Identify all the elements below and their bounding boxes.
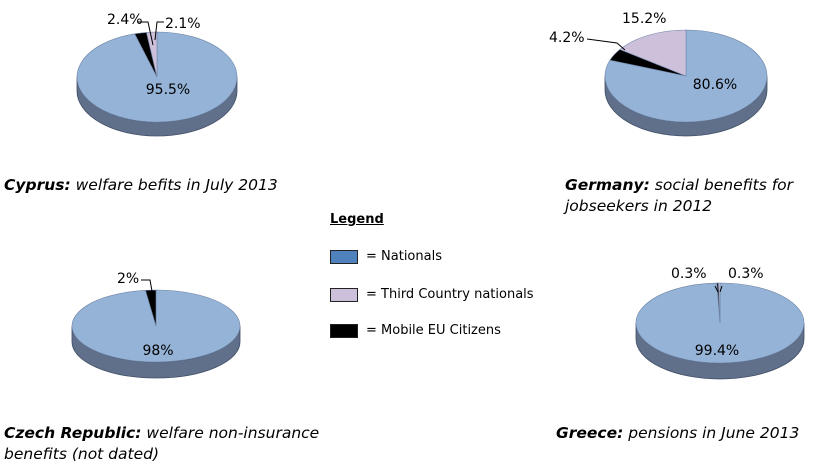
legend-label-nationals: = Nationals [366, 249, 442, 264]
pie-greece-label-0: 99.4% [695, 343, 739, 359]
legend-swatch-mobile-eu [330, 324, 358, 338]
caption-cyprus-subtitle: welfare befits in July 2013 [75, 176, 278, 194]
pie-germany-label-0: 80.6% [693, 77, 737, 93]
pie-cyprus-label-1: 2.4% [107, 12, 143, 28]
pie-greece-label-1: 0.3% [671, 266, 707, 282]
pie-greece-leader-2 [719, 285, 723, 293]
caption-czech-title: Czech Republic: [4, 424, 142, 442]
pie-germany-leader-1 [586, 38, 626, 51]
pie-greece-leader-1 [714, 285, 719, 293]
pie-germany: 80.6% 4.2% 15.2% [549, 11, 768, 137]
legend-title: Legend [330, 212, 384, 227]
pie-cyprus-label-2: 2.1% [165, 16, 201, 32]
pie-czech-label-0: 98% [142, 343, 173, 359]
pie-cyprus-leader-2 [154, 21, 164, 41]
pie-cyprus-leader-1 [138, 21, 154, 46]
pie-czech-label-1: 2% [117, 271, 139, 287]
legend-label-mobile-eu: = Mobile EU Citizens [366, 323, 501, 338]
caption-germany-title: Germany: [565, 176, 650, 194]
pie-cyprus-slice-2 [146, 31, 158, 78]
caption-greece: Greece: pensions in June 2013 [556, 423, 799, 444]
pie-greece-slice-2 [718, 282, 721, 324]
pie-germany-label-1: 4.2% [549, 30, 585, 46]
pie-greece-label-2: 0.3% [728, 266, 764, 282]
caption-greece-subtitle: pensions in June 2013 [628, 424, 800, 442]
legend-label-third-country: = Third Country nationals [366, 287, 534, 302]
legend-swatch-nationals [330, 250, 358, 264]
caption-germany-subtitle: social benefits for jobseekers in 2012 [565, 176, 794, 215]
pie-cyprus: 95.5% 2.4% 2.1% [76, 12, 238, 137]
caption-cyprus: Cyprus: welfare befits in July 2013 [4, 175, 278, 196]
pie-greece: 99.4% 0.3% 0.3% [635, 266, 805, 380]
pie-germany-label-2: 15.2% [622, 11, 666, 27]
caption-cyprus-title: Cyprus: [4, 176, 71, 194]
caption-greece-title: Greece: [556, 424, 624, 442]
pie-czech: 98% 2% [71, 271, 241, 379]
pie-cyprus-label-0: 95.5% [146, 82, 190, 98]
legend-swatch-third-country [330, 288, 358, 302]
pie-czech-leader-1 [141, 279, 155, 303]
caption-germany: Germany: social benefits for jobseekers … [565, 175, 833, 217]
caption-czech-subtitle: welfare non-insurance benefits (not date… [4, 424, 320, 463]
caption-czech: Czech Republic: welfare non-insurance be… [4, 423, 374, 465]
